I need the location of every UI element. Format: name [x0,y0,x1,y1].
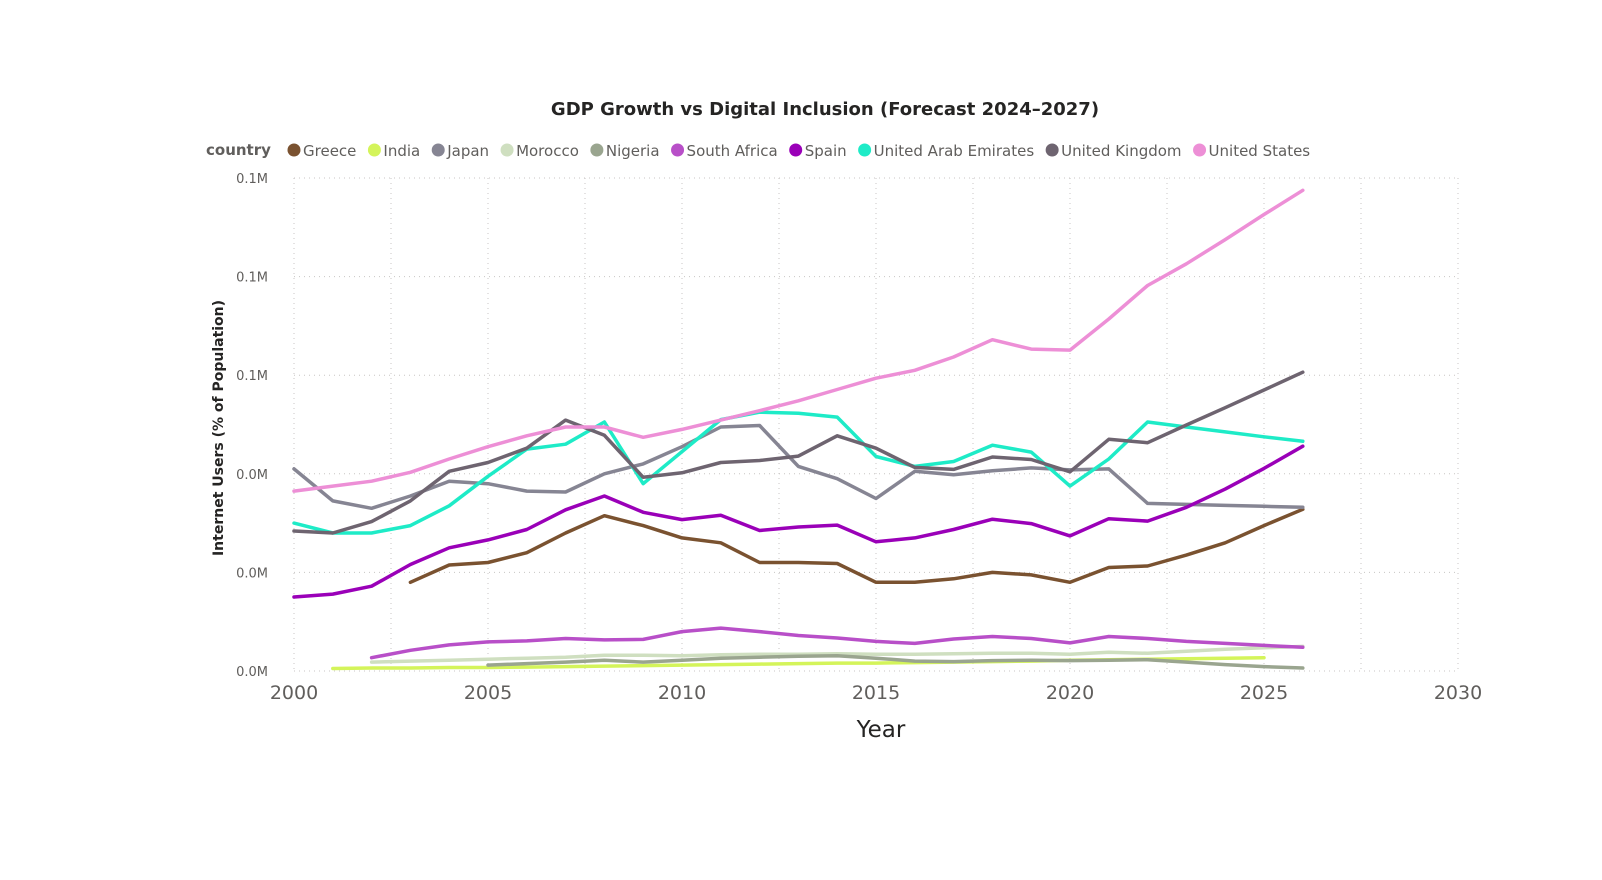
series-lines [292,188,1305,671]
x-tick-label: 2000 [270,682,318,704]
y-tick-label: 0.1M [236,172,268,187]
x-tick-label: 2020 [1046,682,1094,704]
y-tick-label: 0.1M [236,369,268,384]
legend-marker [1193,143,1207,157]
legend: country Greece India Japan Morocco Nigeria So… [206,141,1310,160]
series-line-united-arab-emirates [292,410,1305,535]
legend-label: Japan [446,142,489,160]
legend-marker [671,143,685,157]
series-line-japan [292,423,1305,511]
series-line-united-kingdom [292,370,1305,535]
x-tick-label: 2025 [1240,682,1288,704]
legend-title: country [206,141,271,159]
x-tick-label: 2005 [464,682,512,704]
legend-label: United Kingdom [1061,142,1181,160]
legend-marker [367,143,381,157]
y-tick-label: 0.1M [236,271,268,286]
legend-marker [500,143,514,157]
series-line-united-states [292,188,1305,493]
x-tick-label: 2030 [1434,682,1482,704]
legend-marker [590,143,604,157]
x-tick-label: 2015 [852,682,900,704]
y-axis-ticks: 0.0M 0.0M 0.0M 0.1M 0.1M 0.1M [236,172,268,680]
grid [293,177,1459,672]
y-tick-label: 0.0M [236,468,268,483]
legend-marker [1045,143,1059,157]
legend-marker [287,143,301,157]
legend-marker [789,143,803,157]
legend-label: United States [1209,142,1311,160]
legend-marker [431,143,445,157]
legend-label: Morocco [516,142,579,160]
series-line-nigeria [486,653,1305,670]
y-tick-label: 0.0M [236,566,268,581]
x-axis-label: Year [856,717,906,743]
series-line-south-africa [369,626,1305,660]
legend-label: South Africa [687,142,778,160]
chart-title: GDP Growth vs Digital Inclusion (Forecas… [551,99,1099,120]
x-axis-ticks: 2000 2005 2010 2015 2020 2025 2030 [270,682,1482,704]
y-axis-label: Internet Users (% of Population) [211,300,227,556]
series-line-greece [408,507,1305,585]
y-tick-label: 0.0M [236,665,268,680]
legend-label: United Arab Emirates [874,142,1035,160]
legend-label: Spain [805,142,847,160]
x-tick-label: 2010 [658,682,706,704]
series-line-spain [292,444,1305,599]
legend-label: Nigeria [606,142,660,160]
legend-label: India [383,142,420,160]
legend-label: Greece [303,142,356,160]
series-line-morocco [369,644,1305,664]
legend-marker [858,143,872,157]
